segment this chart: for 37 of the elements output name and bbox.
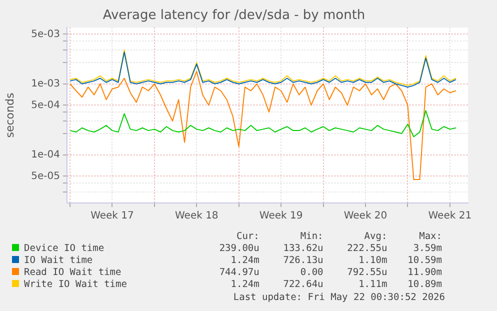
- text: 239.00u: [218, 243, 260, 255]
- y-tick-label: 5e-03: [31, 28, 60, 40]
- text: 1.24m: [230, 255, 260, 267]
- legend-label: Read IO Wait time: [23, 267, 122, 279]
- text: Min:: [299, 231, 324, 243]
- text: 792.55u: [346, 267, 388, 279]
- x-tick-label: Week 18: [174, 210, 218, 222]
- text: Cur:: [235, 231, 260, 243]
- text: Max:: [418, 231, 442, 243]
- text: 744.97u: [218, 267, 260, 279]
- text: 133.62u: [282, 243, 324, 255]
- legend-label: IO Wait time: [23, 255, 94, 267]
- text: 722.64u: [282, 279, 324, 291]
- x-tick-label: Week 20: [344, 210, 388, 222]
- y-tick-label: 5e-05: [31, 170, 60, 182]
- text: 11.90m: [406, 267, 442, 279]
- text: 222.55u: [346, 243, 388, 255]
- text: Avg:: [363, 231, 388, 243]
- text: 1.10m: [358, 255, 388, 267]
- text: 0.00: [299, 267, 324, 279]
- x-tick-label: Week 21: [428, 210, 472, 222]
- legend-label: Device IO time: [23, 243, 106, 255]
- text: Last update: Fri May 22 00:30:52 2026: [233, 292, 445, 303]
- y-tick-label: 5e-04: [31, 100, 60, 111]
- legend-label: Write IO Wait time: [23, 279, 128, 291]
- text: 1.24m: [230, 279, 260, 291]
- chart-title: Average latency for /dev/sda - by month: [102, 8, 366, 24]
- text: 3.59m: [412, 243, 442, 255]
- x-tick-label: Week 19: [259, 210, 303, 222]
- y-tick-label: 1e-03: [31, 78, 60, 90]
- text: 10.59m: [406, 255, 442, 267]
- text: 1.11m: [358, 279, 388, 291]
- y-tick-label: 1e-04: [31, 149, 60, 160]
- x-tick-label: Week 17: [90, 210, 134, 222]
- text: 10.89m: [406, 279, 442, 291]
- y-axis-title: seconds: [3, 92, 16, 138]
- text: 726.13u: [282, 255, 324, 267]
